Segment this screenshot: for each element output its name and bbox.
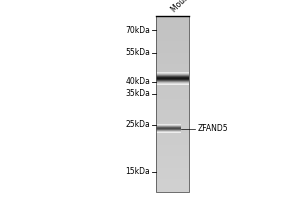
- Text: 70kDa: 70kDa: [125, 26, 150, 35]
- Text: Mouse eye: Mouse eye: [169, 0, 204, 14]
- Text: 40kDa: 40kDa: [125, 77, 150, 86]
- Text: 35kDa: 35kDa: [125, 89, 150, 98]
- Text: 25kDa: 25kDa: [125, 120, 150, 129]
- Text: 55kDa: 55kDa: [125, 48, 150, 57]
- Bar: [156, 16, 189, 192]
- Text: 15kDa: 15kDa: [125, 167, 150, 176]
- Text: ZFAND5: ZFAND5: [198, 124, 229, 133]
